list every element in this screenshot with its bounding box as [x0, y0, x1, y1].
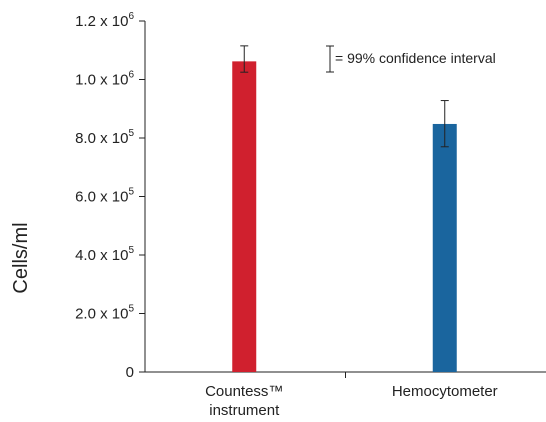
y-tick-label: 2.0 x 105 [75, 304, 134, 323]
legend: = 99% confidence interval [326, 45, 496, 73]
y-tick-label: 6.0 x 105 [75, 187, 134, 206]
y-tick-label: 4.0 x 105 [75, 245, 134, 264]
x-category-label: Hemocytometer [392, 383, 498, 400]
x-category-label: Countess™ [205, 383, 283, 400]
legend-label: = 99% confidence interval [335, 50, 496, 66]
y-axis-ticks: 0 2.0 x 105 4.0 x 105 6.0 x 105 8.0 x 105 1.0… [75, 11, 145, 381]
x-category-label: instrument [209, 402, 280, 419]
x-axis-labels: Countess™ instrument Hemocytometer [205, 383, 498, 419]
y-tick-label: 0 [126, 364, 134, 381]
bar [432, 123, 457, 373]
axes [144, 21, 546, 378]
y-tick-label: 1.2 x 106 [75, 11, 134, 30]
y-tick-label: 8.0 x 105 [75, 128, 134, 147]
y-tick-label: 1.0 x 106 [75, 70, 134, 89]
bars [232, 45, 457, 373]
y-axis-label: Cells/ml [10, 222, 32, 293]
bar [232, 61, 257, 373]
